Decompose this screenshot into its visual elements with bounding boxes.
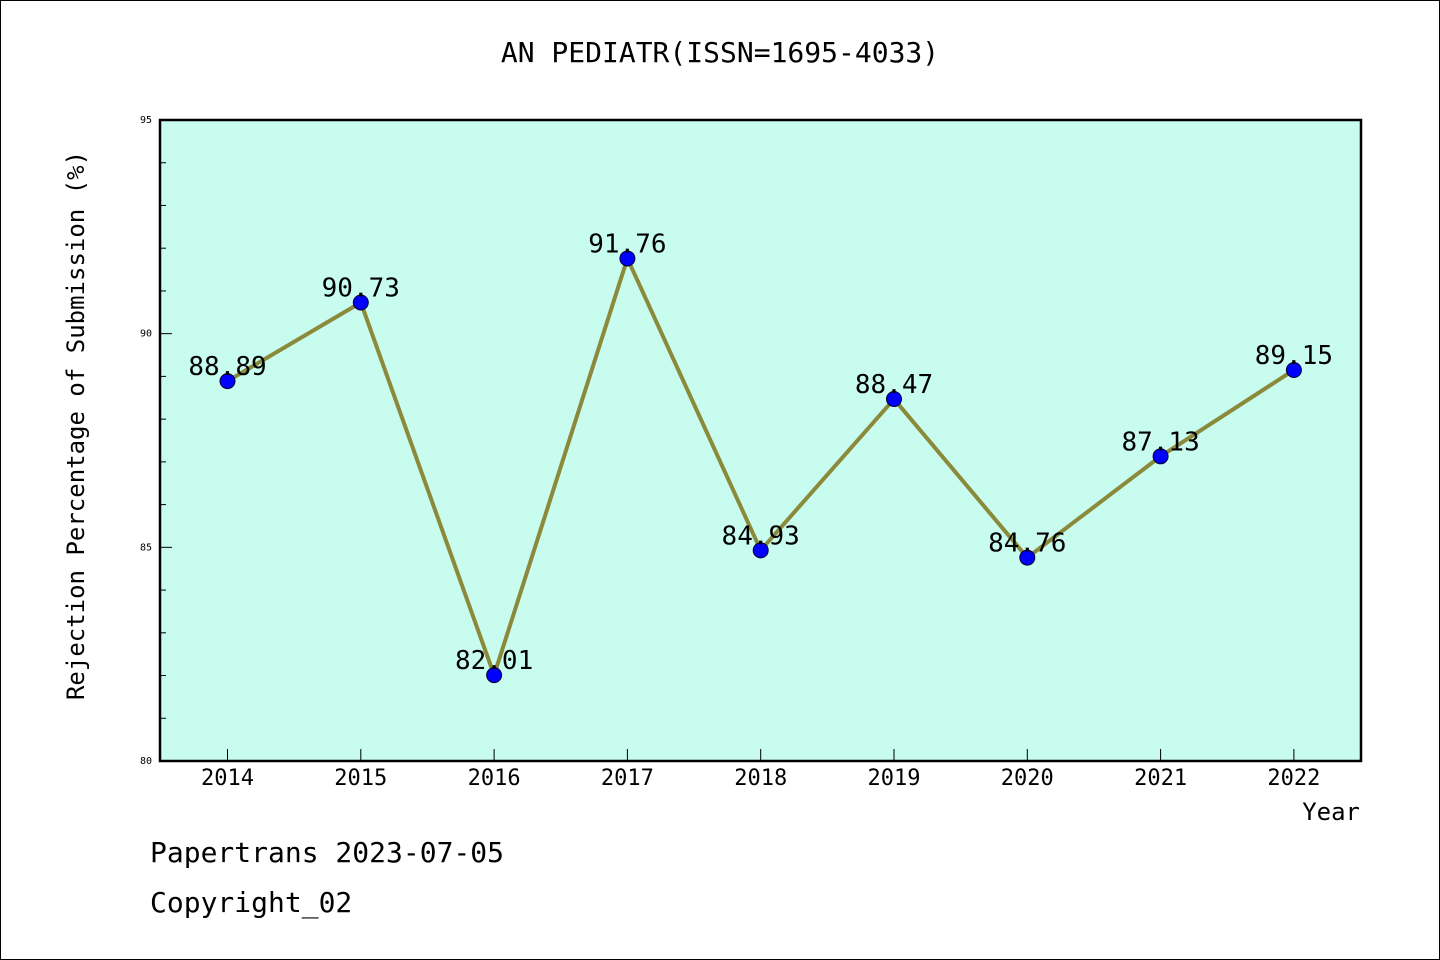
- data-label: 84.76: [988, 529, 1066, 559]
- x-tick-label: 2016: [468, 766, 521, 791]
- data-label: 90.73: [322, 273, 400, 303]
- data-point-marker: [486, 667, 503, 684]
- y-axis-ticks: 80 85 90 95: [140, 115, 152, 767]
- series-markers: [219, 250, 1302, 684]
- data-point-marker: [886, 391, 902, 408]
- footer-date: Papertrans 2023-07-05: [150, 836, 505, 869]
- data-label: 87.13: [1121, 427, 1199, 457]
- x-tick-label: 2021: [1134, 766, 1187, 791]
- data-point-marker: [219, 373, 236, 390]
- x-tick-label: 2015: [334, 766, 387, 791]
- x-axis-label: Year: [1302, 798, 1360, 826]
- y-tick-label: 80: [140, 756, 152, 767]
- y-axis-label: Rejection Percentage of Submission (%): [62, 151, 90, 700]
- data-point-marker: [752, 542, 769, 559]
- footer-copyright: Copyright_02: [150, 886, 353, 919]
- x-tick-label: 2020: [1001, 766, 1054, 791]
- data-point-marker: [1152, 448, 1169, 465]
- data-label: 91.76: [588, 229, 666, 259]
- y-tick-label: 95: [140, 115, 152, 126]
- x-tick-label: 2014: [201, 766, 254, 791]
- x-tick-label: 2019: [868, 766, 921, 791]
- y-tick-label: 85: [140, 542, 152, 553]
- data-point-marker: [1285, 361, 1302, 378]
- data-labels: 88.89 90.73 82.01 91.76 84.93 88.47 84.76 87.13…: [188, 229, 1333, 676]
- data-label: 82.01: [455, 646, 533, 676]
- x-axis-ticks: 2014 2015 2016 2017 2018 2019 2020 2021 2022: [201, 749, 1320, 791]
- plot-area: [160, 120, 1361, 761]
- plot-border: [158, 118, 1363, 763]
- data-label: 84.93: [722, 521, 800, 551]
- x-tick-label: 2017: [601, 766, 654, 791]
- x-tick-label: 2022: [1267, 766, 1320, 791]
- data-point-marker: [352, 294, 369, 311]
- chart-title: AN PEDIATR(ISSN=1695-4033): [500, 36, 940, 69]
- data-point-marker: [619, 250, 636, 267]
- x-tick-label: 2018: [734, 766, 787, 791]
- y-tick-label: 90: [140, 329, 152, 340]
- data-label: 89.15: [1255, 341, 1333, 371]
- data-point-marker: [1019, 549, 1036, 566]
- data-label: 88.47: [855, 370, 933, 400]
- data-label: 88.89: [188, 352, 266, 382]
